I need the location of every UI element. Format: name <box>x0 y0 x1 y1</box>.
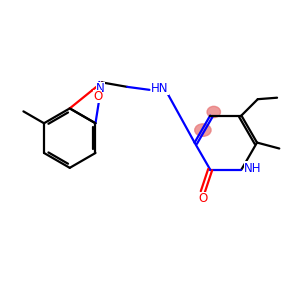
Ellipse shape <box>207 106 220 118</box>
Text: O: O <box>198 192 207 205</box>
Ellipse shape <box>195 124 211 136</box>
Text: N: N <box>96 82 105 95</box>
Text: O: O <box>93 90 102 103</box>
Text: NH: NH <box>244 162 261 175</box>
Text: HN: HN <box>151 82 169 95</box>
